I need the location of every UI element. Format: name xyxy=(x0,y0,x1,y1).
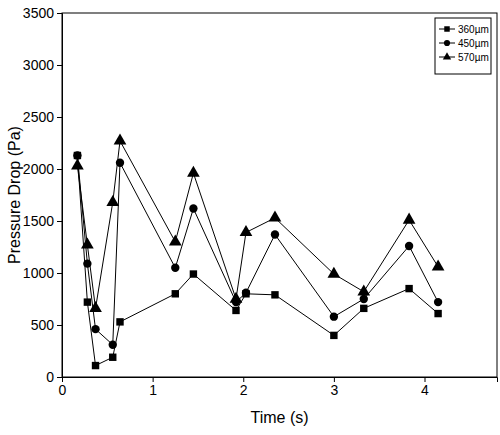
y-tick: 1000 xyxy=(23,265,62,281)
y-axis: 0 500 1000 1500 2000 2500 3000 3500 xyxy=(23,5,63,385)
y-tick-label: 1500 xyxy=(23,213,54,229)
marker xyxy=(405,242,413,250)
marker xyxy=(171,264,179,272)
marker xyxy=(109,341,117,349)
x-tick-label: 2 xyxy=(240,382,248,398)
legend-marker xyxy=(444,26,449,31)
marker xyxy=(89,301,102,312)
chart: 0 1 2 3 4 0 500 1000 1500 2000 2500 3000 3500 360µm 45… xyxy=(0,0,500,435)
marker xyxy=(432,259,445,270)
x-tick-label: 1 xyxy=(149,382,157,398)
marker xyxy=(434,310,441,317)
legend-label: 360µm xyxy=(458,24,489,35)
marker xyxy=(190,270,197,277)
y-axis-title: Pressure Drop (Pa) xyxy=(6,126,23,264)
series-line xyxy=(77,155,438,344)
marker xyxy=(114,134,127,145)
marker xyxy=(271,230,279,238)
x-tick-label: 3 xyxy=(330,382,338,398)
y-tick-label: 0 xyxy=(46,369,54,385)
y-tick-mark xyxy=(57,221,62,222)
marker xyxy=(187,166,200,177)
marker xyxy=(74,152,81,159)
y-tick: 0 xyxy=(46,369,62,385)
marker xyxy=(84,298,91,305)
marker xyxy=(269,211,282,222)
marker xyxy=(71,159,84,170)
marker xyxy=(360,295,368,303)
marker xyxy=(81,238,94,249)
marker xyxy=(169,234,182,245)
legend-label: 570µm xyxy=(458,52,489,63)
marker xyxy=(106,195,119,206)
x-tick: 4 xyxy=(421,377,429,398)
marker xyxy=(172,290,179,297)
y-tick-mark xyxy=(57,13,62,14)
marker xyxy=(403,213,416,224)
marker xyxy=(73,151,81,159)
y-axis-line xyxy=(57,14,63,378)
y-tick-mark xyxy=(57,325,62,326)
y-tick-mark xyxy=(57,377,62,378)
y-tick-label: 2000 xyxy=(23,161,54,177)
marker xyxy=(330,312,338,320)
marker xyxy=(92,362,99,369)
plot: 0 1 2 3 4 0 500 1000 1500 2000 2500 3000 3500 360µm 45… xyxy=(23,5,498,398)
y-tick: 3500 xyxy=(23,5,62,21)
series-line xyxy=(77,141,438,308)
y-tick-mark xyxy=(57,65,62,66)
marker xyxy=(360,305,367,312)
marker xyxy=(405,285,412,292)
x-tick: 3 xyxy=(330,377,338,398)
marker xyxy=(232,307,239,314)
y-tick: 3000 xyxy=(23,57,62,73)
y-tick: 500 xyxy=(31,317,62,333)
y-tick-label: 3500 xyxy=(23,5,54,21)
marker xyxy=(230,292,243,303)
y-tick-label: 500 xyxy=(31,317,55,333)
plot-frame xyxy=(62,13,497,377)
y-tick: 2500 xyxy=(23,109,62,125)
y-tick-mark xyxy=(57,273,62,274)
x-axis: 0 1 2 3 4 xyxy=(59,377,498,398)
y-tick: 1500 xyxy=(23,213,62,229)
x-tick: 2 xyxy=(240,377,248,398)
marker xyxy=(357,284,370,295)
x-axis-title: Time (s) xyxy=(250,409,308,426)
legend-box xyxy=(435,18,491,74)
legend: 360µm 450µm 570µm xyxy=(435,18,491,74)
series-area xyxy=(71,134,444,370)
legend-label: 450µm xyxy=(458,38,489,49)
legend-marker xyxy=(443,52,451,59)
marker xyxy=(242,289,250,297)
marker xyxy=(330,332,337,339)
x-axis-line xyxy=(63,378,498,383)
marker xyxy=(116,318,123,325)
marker xyxy=(271,291,278,298)
y-tick-mark xyxy=(57,169,62,170)
x-tick-label: 0 xyxy=(59,382,67,398)
marker xyxy=(328,267,341,278)
y-tick-label: 1000 xyxy=(23,265,54,281)
x-tick-label: 4 xyxy=(421,382,429,398)
x-tick: 1 xyxy=(149,377,157,398)
y-tick: 2000 xyxy=(23,161,62,177)
marker xyxy=(189,204,197,212)
marker xyxy=(109,354,116,361)
x-tick: 0 xyxy=(59,377,67,398)
y-tick-label: 3000 xyxy=(23,57,54,73)
y-tick-label: 2500 xyxy=(23,109,54,125)
marker xyxy=(240,225,253,236)
marker xyxy=(91,325,99,333)
marker xyxy=(434,298,442,306)
legend-marker xyxy=(444,40,450,46)
y-tick-mark xyxy=(57,117,62,118)
